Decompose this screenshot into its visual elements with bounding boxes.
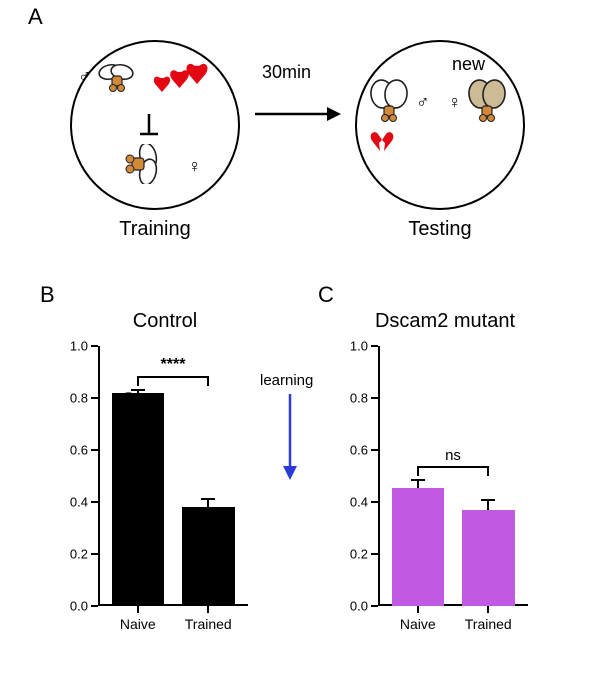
y-tick-label: 1.0 <box>350 339 368 354</box>
panel-b-label: B <box>40 282 55 308</box>
female-symbol-testing: ♀ <box>448 92 462 113</box>
significance-bracket <box>417 466 419 476</box>
y-tick-label: 0.0 <box>70 599 88 614</box>
training-label: Training <box>70 218 240 241</box>
male-symbol-testing: ♂ <box>416 92 430 113</box>
learning-arrow-icon <box>280 392 300 487</box>
y-tick <box>371 501 378 503</box>
significance-bracket <box>207 376 209 386</box>
y-axis <box>98 346 100 606</box>
y-tick <box>371 449 378 451</box>
bar <box>112 393 165 606</box>
female-fly-testing <box>466 78 508 131</box>
y-tick <box>91 449 98 451</box>
significance-bracket <box>418 466 489 468</box>
plot-c: 0.00.20.40.60.81.0NaiveTrainedns <box>378 346 528 606</box>
bar <box>462 510 515 606</box>
y-tick <box>371 553 378 555</box>
y-axis <box>378 346 380 606</box>
male-fly-testing <box>368 78 410 131</box>
y-tick-label: 0.4 <box>350 495 368 510</box>
bar <box>182 507 235 606</box>
x-tick-label: Trained <box>178 616 238 632</box>
error-cap <box>201 498 215 500</box>
y-tick-label: 0.4 <box>70 495 88 510</box>
x-tick <box>417 606 419 613</box>
significance-bracket <box>138 376 209 378</box>
y-tick <box>91 605 98 607</box>
female-fly-training <box>112 144 172 189</box>
hearts-icon <box>150 60 220 105</box>
y-tick-label: 0.2 <box>70 547 88 562</box>
male-fly-training <box>96 58 138 99</box>
y-tick <box>91 397 98 399</box>
x-tick <box>487 606 489 613</box>
female-symbol-training: ♀ <box>188 156 202 177</box>
chart-c-title: Dscam2 mutant <box>320 310 570 333</box>
panel-b-chart: Control Time spent courting (%) 0.00.20.… <box>40 310 290 650</box>
arrow-between-icon <box>253 100 343 128</box>
bar <box>392 488 445 606</box>
plot-b: 0.00.20.40.60.81.0NaiveTrained**** <box>98 346 248 606</box>
significance-label: **** <box>161 356 186 374</box>
broken-heart-icon <box>368 130 396 159</box>
y-tick-label: 0.2 <box>350 547 368 562</box>
y-tick-label: 0.8 <box>350 391 368 406</box>
chart-b-title: Control <box>40 310 290 333</box>
significance-bracket <box>137 376 139 386</box>
significance-label: ns <box>445 447 461 464</box>
x-tick-label: Naive <box>108 616 168 632</box>
figure-root: A B C ♂ <box>0 0 592 683</box>
significance-bracket <box>487 466 489 476</box>
y-tick <box>371 345 378 347</box>
x-tick <box>207 606 209 613</box>
x-tick-label: Naive <box>388 616 448 632</box>
y-tick-label: 0.0 <box>350 599 368 614</box>
interval-label: 30min <box>262 62 311 83</box>
y-tick <box>91 501 98 503</box>
x-tick <box>137 606 139 613</box>
y-tick <box>91 553 98 555</box>
y-tick <box>91 345 98 347</box>
learning-label: learning <box>260 372 313 389</box>
error-cap <box>411 479 425 481</box>
new-label: new <box>452 54 485 75</box>
panel-a: ♂ <box>30 24 560 254</box>
y-tick <box>371 605 378 607</box>
x-tick-label: Trained <box>458 616 518 632</box>
panel-c-label: C <box>318 282 334 308</box>
y-tick-label: 0.6 <box>70 443 88 458</box>
male-symbol-training: ♂ <box>78 66 92 87</box>
error-cap <box>131 389 145 391</box>
rejection-t-icon <box>138 114 160 145</box>
y-tick-label: 0.8 <box>70 391 88 406</box>
panel-c-chart: Dscam2 mutant 0.00.20.40.60.81.0NaiveTra… <box>320 310 570 650</box>
error-cap <box>481 499 495 501</box>
y-tick <box>371 397 378 399</box>
y-tick-label: 1.0 <box>70 339 88 354</box>
testing-label: Testing <box>355 218 525 241</box>
y-tick-label: 0.6 <box>350 443 368 458</box>
